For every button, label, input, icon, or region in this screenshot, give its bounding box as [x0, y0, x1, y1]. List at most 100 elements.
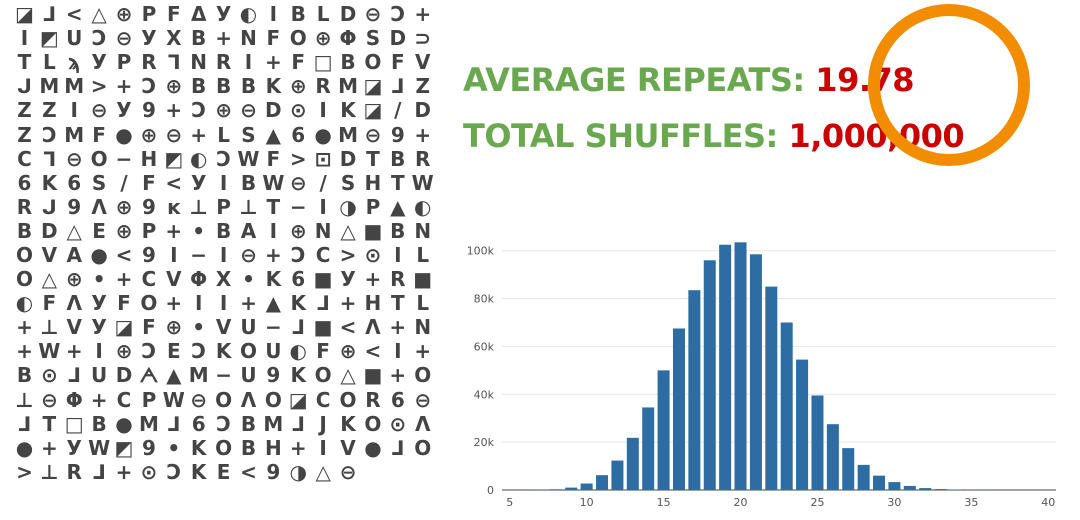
cipher-glyph: > — [289, 146, 307, 171]
cipher-glyph: ⊕ — [165, 315, 183, 340]
cipher-glyph: △ — [340, 218, 356, 243]
cipher-glyph: ⊖ — [240, 242, 257, 267]
cipher-glyph: P — [141, 2, 157, 27]
cipher-glyph: Ↄ — [216, 146, 231, 171]
cipher-glyph: ⊕ — [115, 218, 133, 243]
cipher-glyph: ⅃ — [391, 435, 405, 460]
cipher-glyph: N — [190, 50, 208, 75]
cipher-glyph: ⊕ — [289, 218, 307, 243]
cipher-glyph: V — [66, 315, 82, 340]
cipher-glyph: O — [414, 363, 432, 388]
x-tick-label: 10 — [580, 496, 594, 509]
cipher-glyph: I — [394, 242, 402, 267]
cipher-glyph: > — [339, 242, 357, 267]
cipher-glyph: + — [389, 363, 407, 388]
x-tick-label: 25 — [810, 496, 824, 509]
cipher-glyph: ᗅ — [139, 363, 159, 388]
histogram-bar — [719, 244, 732, 490]
cipher-glyph: ⊥ — [15, 387, 34, 412]
cipher-glyph: V — [414, 50, 431, 75]
cipher-glyph: H — [364, 170, 382, 195]
cipher-glyph: O — [90, 146, 108, 171]
cipher-glyph: − — [264, 315, 282, 340]
cipher-glyph: ᴋ — [167, 194, 181, 219]
cipher-glyph: O — [314, 363, 332, 388]
cipher-glyph: + — [264, 242, 282, 267]
histogram-bar — [903, 485, 916, 490]
cipher-glyph: > — [90, 74, 108, 99]
cipher-glyph: X — [215, 267, 232, 292]
cipher-glyph: + — [90, 387, 108, 412]
histogram-bar — [626, 437, 639, 490]
cipher-glyph: 6 — [17, 170, 32, 195]
histogram-bar — [642, 407, 655, 490]
cipher-glyph: + — [240, 291, 257, 316]
cipher-glyph: W — [262, 170, 285, 195]
cipher-glyph: O — [289, 26, 307, 51]
cipher-glyph: Ↄ — [216, 411, 231, 436]
cipher-glyph: K — [41, 170, 58, 195]
histogram-bar — [580, 483, 593, 490]
stats-panel: AVERAGE REPEATS: 19.78 TOTAL SHUFFLES: 1… — [463, 52, 965, 164]
cipher-glyph: E — [216, 459, 231, 484]
cipher-glyph: 9 — [67, 194, 82, 219]
cipher-glyph: ⊙ — [140, 459, 158, 484]
cipher-glyph: ⅃ — [18, 411, 31, 436]
cipher-glyph: + — [414, 339, 432, 364]
x-tick-label: 20 — [734, 496, 748, 509]
cipher-glyph: M — [338, 74, 358, 99]
cipher-glyph: ⊖ — [240, 98, 257, 123]
cipher-glyph: L — [42, 50, 56, 75]
cipher-glyph: L — [416, 242, 430, 267]
cipher-glyph: B — [215, 74, 232, 99]
cipher-glyph: Ↄ — [141, 74, 157, 99]
cipher-glyph: S — [365, 26, 381, 51]
cipher-glyph: C — [17, 146, 32, 171]
cipher-glyph: M — [188, 363, 209, 388]
cipher-glyph: ⊕ — [314, 26, 332, 51]
cipher-glyph: A — [66, 242, 82, 267]
cipher-glyph: ◪ — [14, 2, 34, 27]
cipher-glyph: + — [115, 74, 133, 99]
cipher-glyph: T — [366, 146, 380, 171]
cipher-glyph: У — [91, 315, 107, 340]
cipher-glyph: O — [339, 387, 357, 412]
cipher-glyph: I — [319, 435, 327, 460]
histogram-bar — [565, 487, 578, 490]
cipher-glyph: ⅃ — [42, 2, 56, 27]
cipher-glyph: F — [266, 146, 281, 171]
cipher-glyph: У — [141, 26, 157, 51]
cipher-glyph: + — [16, 315, 33, 340]
cipher-glyph: O — [264, 387, 282, 412]
cipher-glyph: Z — [17, 98, 32, 123]
cipher-glyph: ⊥ — [40, 459, 59, 484]
cipher-glyph: M — [263, 411, 284, 436]
cipher-glyph: B — [240, 435, 257, 460]
cipher-glyph: T — [17, 50, 32, 75]
cipher-glyph: ⊕ — [65, 267, 83, 292]
cipher-glyph: H — [364, 291, 382, 316]
cipher-glyph: O — [140, 291, 158, 316]
cipher-glyph: O — [364, 411, 382, 436]
cipher-glyph: Z — [17, 122, 32, 147]
cipher-glyph: ▲ — [166, 363, 182, 388]
cipher-glyph: Ↄ — [91, 26, 107, 51]
cipher-glyph: + — [115, 267, 133, 292]
histogram-bar — [873, 475, 886, 490]
cipher-glyph: ⊕ — [339, 339, 357, 364]
cipher-glyph: P — [141, 387, 157, 412]
cipher-glyph: ◐ — [15, 291, 34, 316]
cipher-glyph: ⊥ — [40, 315, 59, 340]
x-tick-label: 40 — [1041, 496, 1055, 509]
cipher-glyph: I — [194, 291, 203, 316]
cipher-glyph: ◐ — [413, 194, 432, 219]
cipher-glyph: T — [390, 291, 405, 316]
cipher-glyph: R — [16, 194, 33, 219]
histogram-bar — [703, 260, 716, 490]
cipher-glyph: I — [70, 98, 78, 123]
histogram-bar — [596, 475, 609, 490]
cipher-glyph: ⊃ — [414, 26, 432, 51]
cipher-glyph: У — [91, 50, 107, 75]
cipher-glyph: B — [240, 74, 257, 99]
cipher-glyph: ▲ — [265, 291, 282, 316]
